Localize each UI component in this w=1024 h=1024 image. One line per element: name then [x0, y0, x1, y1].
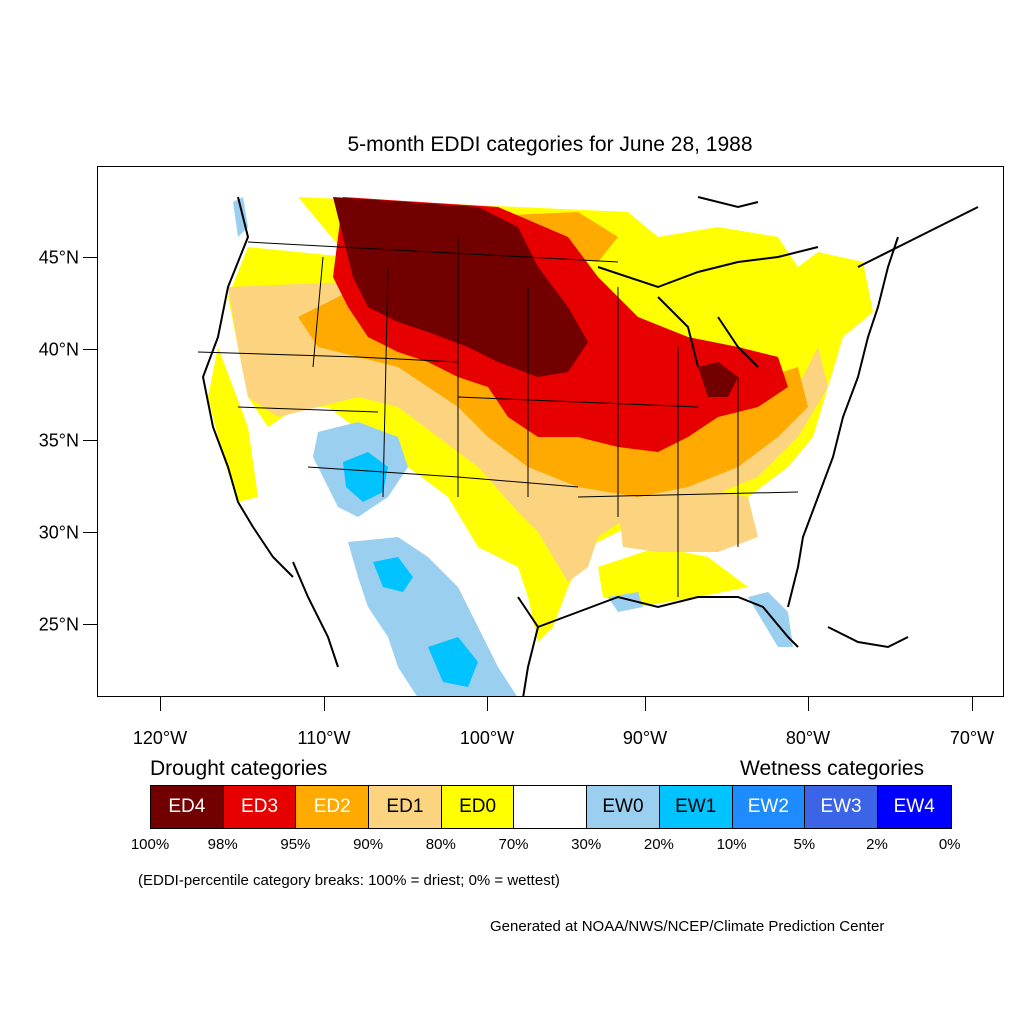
percentile-label: 80%: [425, 836, 456, 853]
lon-label-90: 90°W: [622, 728, 668, 748]
percentile-label: 70%: [498, 836, 529, 853]
lat-tick-45: [83, 257, 97, 258]
lon-tick-70: [972, 697, 973, 711]
percentile-label: 100%: [130, 836, 170, 853]
legend-box-ew3: EW3: [805, 786, 878, 828]
eddi-map: [197, 187, 979, 696]
lon-label-70: 70°W: [949, 728, 995, 748]
legend-box-ew1: EW1: [659, 786, 733, 828]
lon-tick-90: [645, 697, 646, 711]
lat-label-45: 45°N: [38, 247, 79, 268]
lon-label-100: 100°W: [459, 728, 515, 748]
drought-categories-heading: Drought categories: [150, 757, 328, 780]
legend-box-ed2: ED2: [296, 786, 370, 828]
lon-tick-100: [487, 697, 488, 711]
lat-label-35: 35°N: [38, 430, 79, 451]
lat-label-25: 25°N: [38, 614, 79, 635]
lat-tick-40: [83, 349, 97, 350]
legend-box-ed4: ED4: [151, 786, 224, 828]
lon-label-110: 110°W: [297, 728, 351, 748]
legend-box-ew2: EW2: [732, 786, 806, 828]
lat-label-40: 40°N: [38, 339, 79, 360]
lon-tick-110: [324, 697, 325, 711]
lon-tick-80: [808, 697, 809, 711]
legend-box-ed1: ED1: [369, 786, 442, 828]
percentile-label: 0%: [938, 836, 961, 853]
coastlines: [201, 196, 979, 696]
percentile-label: 30%: [571, 836, 602, 853]
credit-text: Generated at NOAA/NWS/NCEP/Climate Predi…: [490, 918, 885, 935]
percentile-label: 2%: [866, 836, 888, 853]
percentile-label: 20%: [643, 836, 674, 853]
percentile-label: 5%: [793, 836, 816, 853]
legend-box-ew4: EW4: [877, 786, 951, 828]
state-boundaries: [197, 237, 799, 597]
percentile-label: 10%: [716, 836, 747, 853]
percentile-label: 95%: [280, 836, 311, 853]
lat-tick-30: [83, 532, 97, 533]
legend-box-ed0: ED0: [441, 786, 515, 828]
region-ed4: [333, 197, 738, 397]
region-ew1: [343, 452, 478, 687]
lat-label-30: 30°N: [38, 522, 79, 543]
map-frame: [97, 166, 1004, 697]
legend-box-near-normal: [514, 786, 588, 828]
legend-colorbar: ED4 ED3 ED2 ED1 ED0 EW0 EW1 EW2 EW3 EW4: [150, 785, 952, 829]
legend-box-ew0: EW0: [587, 786, 660, 828]
percentile-label: 90%: [353, 836, 384, 853]
wetness-categories-heading: Wetness categories: [740, 757, 925, 780]
category-breaks-note: (EDDI-percentile category breaks: 100% =…: [138, 872, 560, 889]
map-title: 5-month EDDI categories for June 28, 198…: [347, 133, 753, 156]
lat-tick-25: [83, 624, 97, 625]
legend-box-ed3: ED3: [223, 786, 297, 828]
lat-tick-35: [83, 440, 97, 441]
percentile-label: 98%: [207, 836, 238, 853]
lon-label-120: 120°W: [132, 728, 188, 748]
lon-label-80: 80°W: [785, 728, 831, 748]
lon-tick-120: [160, 697, 161, 711]
